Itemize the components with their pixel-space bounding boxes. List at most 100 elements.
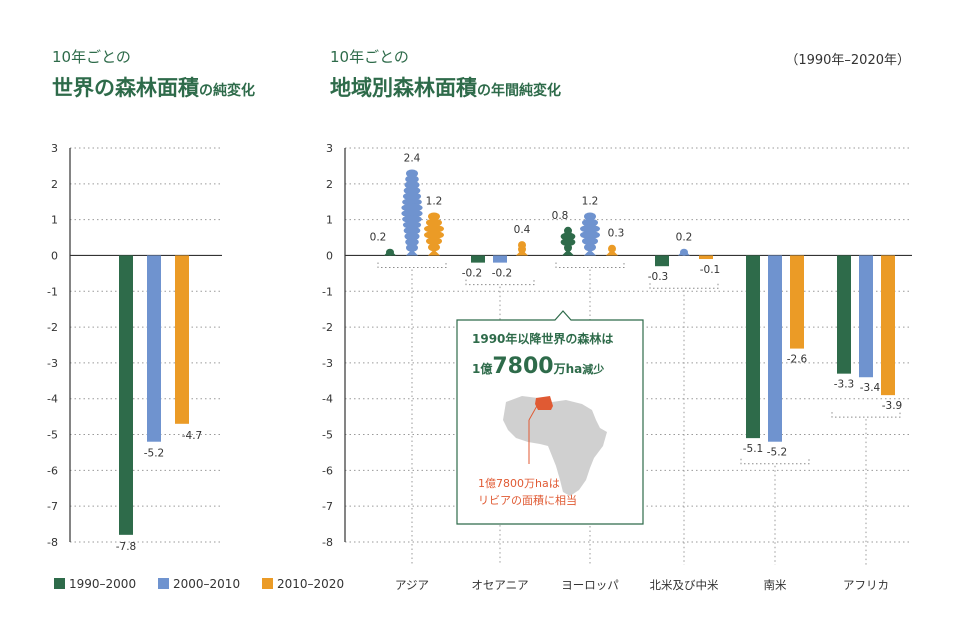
right-y-tick-label: -2	[322, 321, 333, 334]
right-tree-1-2-leaf	[584, 243, 596, 252]
group-bracket	[465, 279, 535, 286]
left-data-label: -7.8	[116, 541, 137, 553]
right-title-suffix: の年間純変化	[477, 82, 561, 99]
right-tree-1-0-leaf	[406, 243, 418, 252]
right-tree-0-0	[384, 248, 396, 256]
callout-note-1: 1億7800万haは	[478, 477, 560, 490]
right-tree-1-2-leaf	[582, 218, 598, 227]
right-bar-2-4	[790, 255, 804, 349]
callout-figure-d: 減少	[582, 362, 604, 376]
right-tree-1-2-leaf	[582, 237, 598, 246]
right-tree-0-2-leaf	[560, 238, 576, 247]
group-bracket	[649, 283, 719, 289]
period-label: （1990年–2020年）	[785, 53, 910, 68]
left-y-tick-label: -2	[47, 321, 58, 334]
legend-swatch-1	[158, 578, 169, 589]
left-title-line2: 世界の森林面積の純変化	[52, 76, 255, 100]
right-tree-1-0-leaf	[404, 232, 420, 241]
right-bar-0-5	[837, 255, 851, 374]
right-tree-2-0-leaf	[428, 243, 440, 252]
right-data-label: 0.2	[370, 231, 387, 243]
left-title-suffix: の純変化	[199, 82, 255, 99]
right-tree-1-0-leaf	[401, 203, 423, 212]
right-y-tick-label: -6	[322, 464, 333, 477]
right-y-tick-label: 2	[326, 178, 333, 191]
left-y-tick-label: -7	[47, 500, 58, 513]
right-bar-2-5	[881, 255, 895, 396]
right-data-label: 0.4	[514, 224, 531, 236]
legend-label-0: 1990–2000	[69, 577, 136, 591]
right-tree-2-0-leaf	[426, 237, 442, 246]
left-y-tick-label: 2	[51, 178, 58, 191]
left-y-tick-label: -8	[47, 536, 58, 549]
legend-label-2: 2010–2020	[277, 577, 344, 591]
right-data-label: 1.2	[426, 195, 443, 207]
right-title-line1: 10年ごとの	[330, 48, 409, 66]
legend-label-1: 2000–2010	[173, 577, 240, 591]
right-tree-2-0-leaf	[424, 230, 444, 239]
right-tree-1-0-leaf	[405, 175, 419, 184]
group-bracket	[740, 458, 810, 465]
left-bar-2000–2010	[147, 255, 161, 442]
callout-figure-c: 万ha	[553, 362, 583, 376]
right-data-label: 0.8	[552, 210, 569, 222]
left-y-tick-label: -4	[47, 393, 58, 406]
right-bar-1-5	[859, 255, 873, 378]
right-data-label: 1.2	[582, 195, 599, 207]
right-tree-1-2-leaf	[584, 212, 596, 221]
right-data-label: 0.3	[608, 228, 625, 240]
right-bar-1-1	[493, 255, 507, 263]
left-data-label: -5.2	[144, 448, 165, 460]
region-label-4: 南米	[764, 578, 787, 592]
left-bar-2010–2020	[175, 255, 189, 424]
right-tree-1-0	[401, 169, 423, 256]
right-data-label: -5.2	[767, 447, 788, 459]
libya-pointer-line-1	[528, 403, 539, 421]
group-bracket	[555, 262, 625, 268]
left-y-tick-label: -5	[47, 429, 58, 442]
right-tree-2-1-leaf	[518, 245, 526, 254]
right-data-label: -5.1	[743, 443, 764, 455]
left-bar-1990–2000	[119, 255, 133, 535]
right-tree-1-3	[678, 248, 690, 256]
right-bar-0-1	[471, 255, 485, 263]
right-tree-2-0-leaf	[424, 224, 444, 233]
right-tree-1-2-leaf	[580, 224, 600, 233]
callout-note-2: リビアの面積に相当	[478, 493, 577, 507]
right-tree-2-0-leaf	[426, 218, 442, 227]
right-y-tick-label: -5	[322, 429, 333, 442]
right-data-label: -3.4	[860, 382, 881, 394]
region-label-5: アフリカ	[843, 578, 889, 592]
left-y-tick-label: 0	[51, 249, 58, 262]
region-label-1: オセアニア	[471, 578, 528, 592]
libya-highlight	[535, 396, 553, 410]
left-y-tick-label: 3	[51, 142, 58, 155]
callout-figure-a: 1億	[472, 361, 492, 376]
right-tree-2-2-leaf	[608, 244, 616, 253]
right-title-line2: 地域別森林面積の年間純変化	[330, 76, 561, 100]
callout-line1: 1990年以降世界の森林は	[472, 331, 613, 346]
plots: 3 2 1 0 -1 -2 -3 -4 -5 -6 -7 -8 -7.8 -5.2 -4.7 3 2 1 0 -1 -2…	[47, 142, 912, 592]
right-data-label: -3.9	[882, 400, 903, 412]
right-bar-0-4	[746, 255, 760, 439]
region-label-2: ヨーロッパ	[561, 578, 619, 592]
right-data-label: -3.3	[834, 379, 855, 391]
right-bar-0-3	[655, 255, 669, 267]
right-bar-2-3	[699, 255, 713, 260]
right-bar-1-4	[768, 255, 782, 442]
right-tree-2-0	[424, 212, 444, 256]
right-tree-0-2	[560, 226, 576, 256]
right-data-label: 0.2	[676, 231, 693, 243]
right-tree-1-0-leaf	[406, 169, 418, 178]
right-tree-2-0-leaf	[428, 212, 440, 221]
right-y-tick-label: -7	[322, 500, 333, 513]
right-data-label: -0.1	[700, 264, 721, 276]
callout-figure-b: 7800	[492, 354, 553, 379]
right-tree-2-2	[606, 244, 618, 256]
right-tree-0-2-leaf	[564, 243, 572, 252]
callout-figure: 1億7800万ha減少	[472, 354, 604, 379]
right-y-tick-label: 1	[326, 214, 333, 227]
legend-swatch-0	[54, 578, 65, 589]
right-data-label: 2.4	[404, 152, 421, 164]
